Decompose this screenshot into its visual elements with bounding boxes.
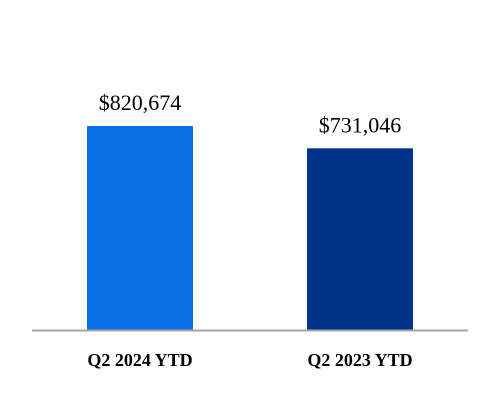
category-labels-group: Q2 2024 YTD Q2 2023 YTD (87, 350, 412, 370)
value-label-1: $820,674 (99, 90, 182, 115)
bars-group (87, 126, 413, 330)
bar-1 (87, 126, 193, 330)
bar-2 (307, 148, 413, 330)
category-label-2: Q2 2023 YTD (307, 350, 412, 370)
category-label-1: Q2 2024 YTD (87, 350, 192, 370)
value-label-2: $731,046 (319, 112, 402, 137)
value-labels-group: $820,674 $731,046 (99, 90, 402, 137)
